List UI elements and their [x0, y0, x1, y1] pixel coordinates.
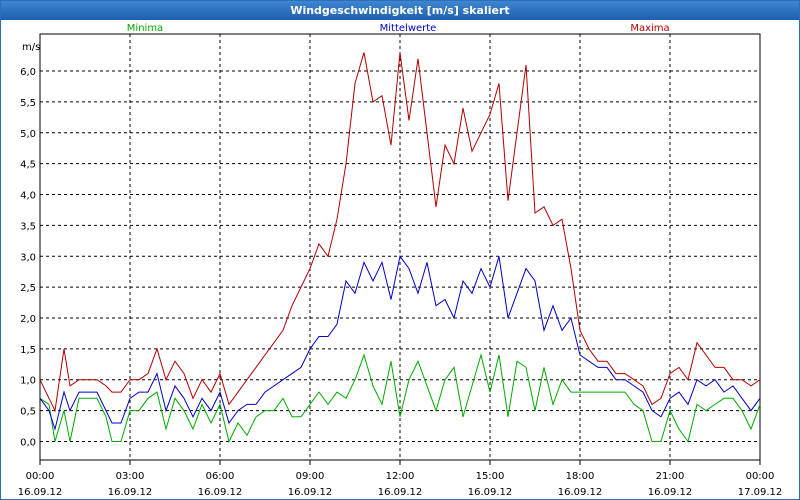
x-tick-date: 16.09.12	[198, 487, 243, 498]
x-tick-time: 09:00	[296, 471, 325, 482]
y-tick-label: 2,0	[20, 314, 36, 325]
series-layer	[39, 52, 761, 443]
y-tick-label: 1,5	[20, 345, 36, 356]
series-line-maxima	[39, 52, 761, 413]
x-tick-date: 16.09.12	[288, 487, 333, 498]
legend-item-minima: Minima	[127, 23, 163, 34]
legend-item-maxima: Maxima	[630, 23, 669, 34]
x-tick-time: 12:00	[386, 471, 415, 482]
series-line-minima	[39, 353, 761, 443]
series-line-mittelwerte	[39, 255, 761, 431]
x-tick-time: 03:00	[116, 471, 145, 482]
y-tick-label: 4,5	[20, 160, 36, 171]
x-tick-date: 16.09.12	[468, 487, 513, 498]
x-tick-time: 00:00	[746, 471, 775, 482]
y-tick-label: 6,0	[20, 67, 36, 78]
x-tick-date: 17.09.12	[738, 487, 783, 498]
x-tick-time: 06:00	[206, 471, 235, 482]
y-tick-label: 0,0	[20, 437, 36, 448]
y-tick-label: 5,0	[20, 129, 36, 140]
y-axis-label: m/s	[22, 42, 40, 53]
x-tick-date: 16.09.12	[18, 487, 63, 498]
x-tick-date: 16.09.12	[648, 487, 693, 498]
y-tick-label: 3,5	[20, 221, 36, 232]
x-tick-time: 00:00	[26, 471, 55, 482]
legend: Minima Mittelwerte Maxima	[127, 23, 670, 34]
y-tick-label: 3,0	[20, 252, 36, 263]
y-tick-label: 4,0	[20, 191, 36, 202]
y-tick-label: 5,5	[20, 98, 36, 109]
y-tick-label: 1,0	[20, 376, 36, 387]
x-tick-time: 21:00	[656, 471, 685, 482]
y-tick-label: 0,5	[20, 407, 36, 418]
x-tick-date: 16.09.12	[108, 487, 153, 498]
x-tick-time: 15:00	[476, 471, 505, 482]
x-tick-date: 16.09.12	[378, 487, 423, 498]
y-tick-label: 2,5	[20, 283, 36, 294]
legend-item-mittelwerte: Mittelwerte	[380, 23, 437, 34]
x-tick-date: 16.09.12	[558, 487, 603, 498]
axis-labels: 0,0 0,5 1,0 1,5 2,0 2,5 3,0 3,5 4,0 4,5 5,0 5,5 6,0 0…	[18, 67, 783, 498]
grid	[39, 34, 761, 465]
x-tick-time: 18:00	[566, 471, 595, 482]
chart-title: Windgeschwindigkeit [m/s] skaliert	[1, 1, 799, 20]
